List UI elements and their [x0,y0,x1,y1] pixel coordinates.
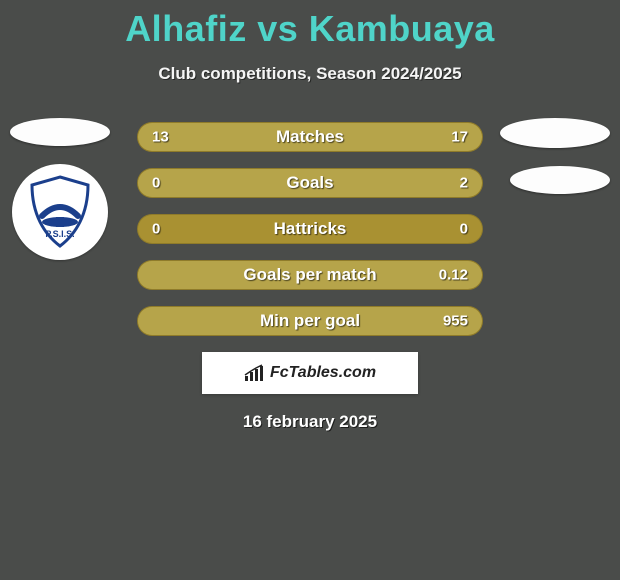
brand-watermark: FcTables.com [202,352,418,394]
stat-label: Goals per match [243,265,376,285]
club-logo-placeholder [510,166,610,194]
page-title: Alhafiz vs Kambuaya [0,8,620,50]
subtitle: Club competitions, Season 2024/2025 [0,64,620,84]
stat-value-left: 0 [152,175,160,192]
svg-text:P.S.I.S.: P.S.I.S. [45,229,74,239]
left-player-column: P.S.I.S. [10,118,110,260]
player-avatar-placeholder [500,118,610,148]
comparison-card: Alhafiz vs Kambuaya Club competitions, S… [0,0,620,580]
stat-value-right: 0.12 [439,267,468,284]
stat-value-left: 13 [152,129,169,146]
stat-bar: Matches 13 17 [137,122,483,152]
stat-value-right: 17 [451,129,468,146]
content: P.S.I.S. Matches1317Goals02Hattricks00Go… [0,122,620,432]
player-avatar-placeholder [10,118,110,146]
stat-label: Goals [286,173,333,193]
stat-bars: Matches 13 17 Goals 0 2 Hattricks 0 0 Goals per m… [137,122,483,336]
stat-value-right: 2 [460,175,468,192]
stat-value-left: 0 [152,221,160,238]
brand-text: FcTables.com [270,364,376,382]
stat-label: Min per goal [260,311,360,331]
stat-bar: Goals per match 0.12 [137,260,483,290]
stat-bar: Goals 0 2 [137,168,483,198]
stat-value-right: 955 [443,313,468,330]
right-player-column [500,118,610,194]
stat-bar: Hattricks 0 0 [137,214,483,244]
bar-chart-icon [244,364,266,382]
club-logo: P.S.I.S. [12,164,108,260]
stat-value-right: 0 [460,221,468,238]
shield-icon: P.S.I.S. [22,174,98,250]
stat-bar: Min per goal 955 [137,306,483,336]
date-label: 16 february 2025 [0,412,620,432]
stat-label: Hattricks [274,219,347,239]
stat-label: Matches [276,127,344,147]
